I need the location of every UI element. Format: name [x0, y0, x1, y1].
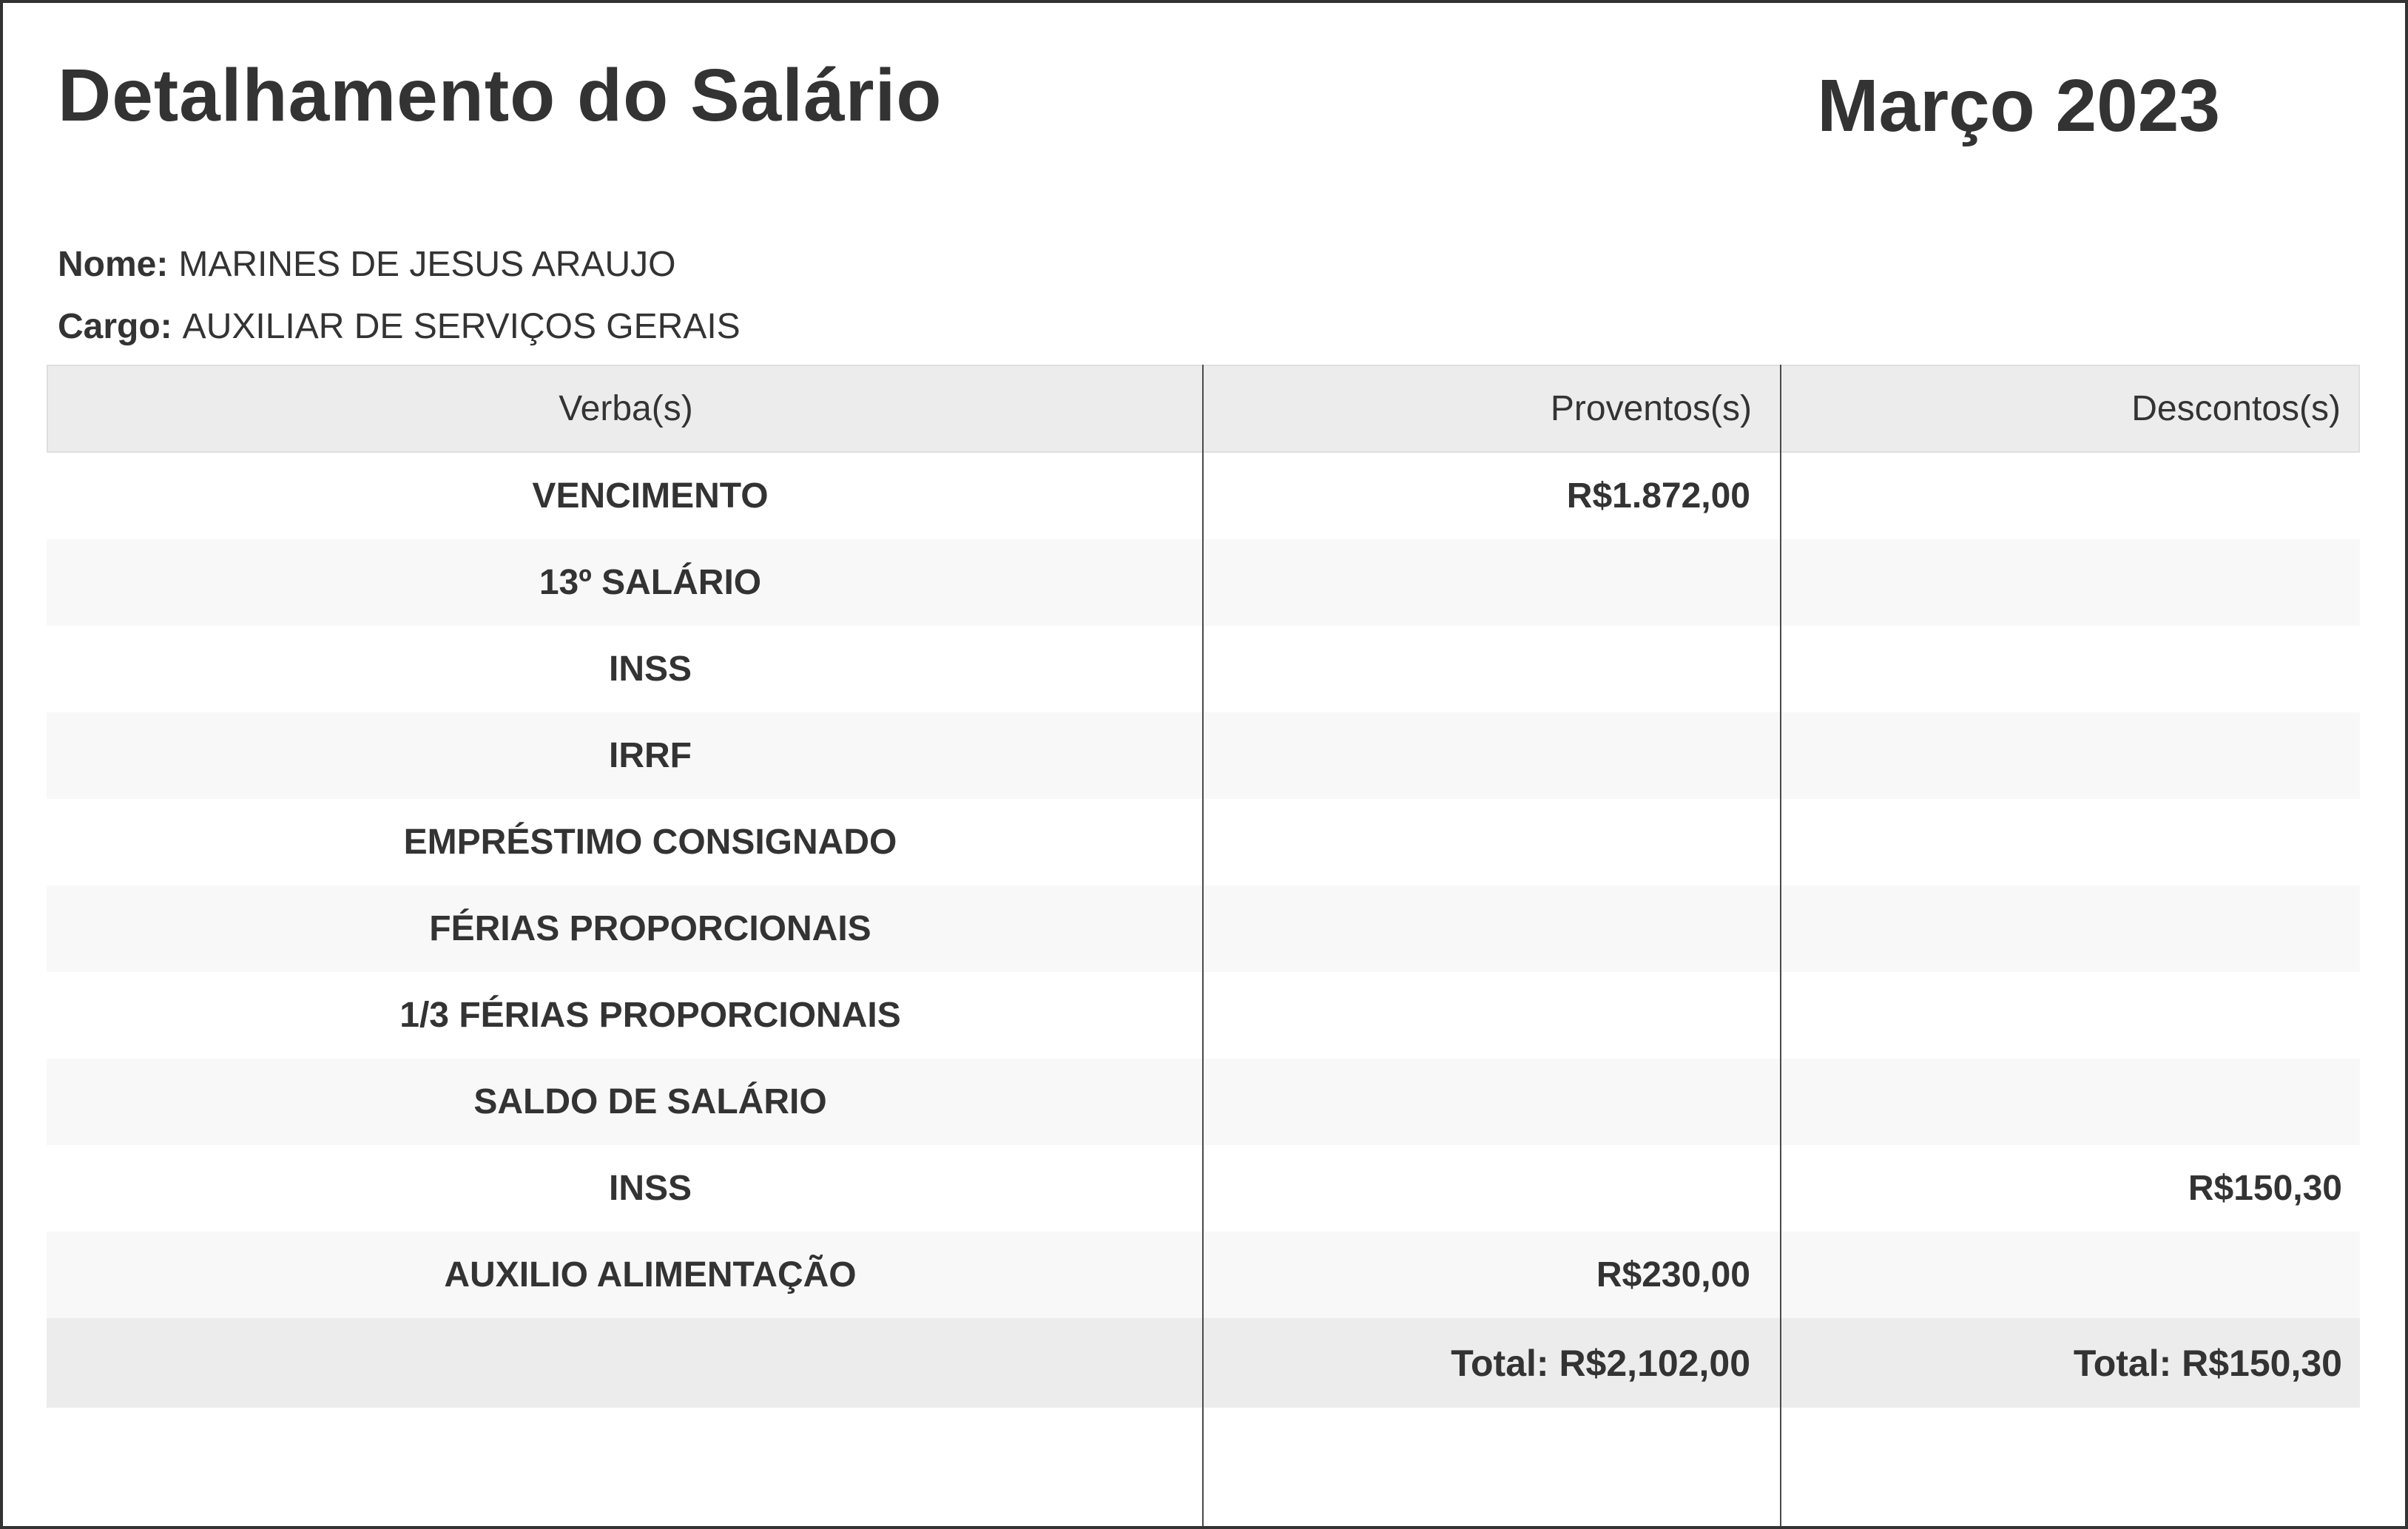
employee-role: AUXILIAR DE SERVIÇOS GERAIS: [182, 307, 741, 346]
verba-cell: INSS: [608, 1169, 692, 1208]
descontos-cell: [1780, 1232, 2360, 1318]
descontos-cell: R$150,30: [2188, 1169, 2342, 1208]
table-row: 1/3 FÉRIAS PROPORCIONAIS: [47, 972, 2360, 1059]
role-label: Cargo:: [58, 307, 172, 346]
verba-cell: INSS: [608, 649, 692, 689]
verba-cell: SALDO DE SALÁRIO: [473, 1082, 827, 1121]
header-proventos: Proventos(s): [1550, 389, 1752, 428]
employee-info: Nome: MARINES DE JESUS ARAUJO Cargo: AUXIL…: [58, 244, 741, 368]
verba-cell: 13º SALÁRIO: [539, 563, 762, 602]
period-label: Março 2023: [1817, 64, 2220, 147]
descontos-cell: [1780, 539, 2360, 626]
salary-table: Verba(s) Proventos(s) Descontos(s) VENCI…: [47, 365, 2360, 1526]
employee-name-line: Nome: MARINES DE JESUS ARAUJO: [58, 244, 741, 286]
employee-role-line: Cargo: AUXILIAR DE SERVIÇOS GERAIS: [58, 306, 741, 348]
verba-cell: FÉRIAS PROPORCIONAIS: [429, 909, 871, 948]
verba-cell: 1/3 FÉRIAS PROPORCIONAIS: [399, 996, 901, 1035]
proventos-cell: [1202, 1145, 1780, 1232]
column-divider: [1202, 365, 1204, 1526]
verba-cell: IRRF: [609, 736, 692, 775]
header-descontos: Descontos(s): [2131, 389, 2341, 428]
table-row: EMPRÉSTIMO CONSIGNADO: [47, 799, 2360, 885]
column-divider: [1780, 365, 1781, 1526]
employee-name: MARINES DE JESUS ARAUJO: [178, 245, 676, 284]
proventos-cell: [1202, 539, 1780, 626]
proventos-cell: [1202, 1059, 1780, 1145]
total-verba-cell: [47, 1318, 1202, 1408]
total-descontos-cell: Total: R$150,30: [2073, 1342, 2342, 1384]
name-label: Nome:: [58, 245, 169, 284]
table-row: VENCIMENTO R$1.872,00: [47, 453, 2360, 539]
page-title: Detalhamento do Salário: [58, 54, 942, 137]
verba-cell: AUXILIO ALIMENTAÇÃO: [444, 1255, 857, 1295]
verba-cell: VENCIMENTO: [532, 476, 769, 516]
total-proventos-cell: Total: R$2,102,00: [1451, 1342, 1750, 1384]
table-row: INSS: [47, 626, 2360, 712]
proventos-cell: R$1.872,00: [1566, 476, 1750, 516]
proventos-cell: [1202, 626, 1780, 712]
proventos-cell: [1202, 972, 1780, 1059]
proventos-cell: [1202, 712, 1780, 799]
descontos-cell: [1780, 885, 2360, 972]
descontos-cell: [1780, 799, 2360, 885]
descontos-cell: [1780, 453, 2360, 539]
proventos-cell: R$230,00: [1596, 1255, 1750, 1295]
descontos-cell: [1780, 626, 2360, 712]
proventos-cell: [1202, 885, 1780, 972]
descontos-cell: [1780, 972, 2360, 1059]
proventos-cell: [1202, 799, 1780, 885]
header-verba: Verba(s): [559, 389, 693, 428]
table-row: INSS R$150,30: [47, 1145, 2360, 1232]
verba-cell: EMPRÉSTIMO CONSIGNADO: [403, 823, 897, 862]
descontos-cell: [1780, 1059, 2360, 1145]
descontos-cell: [1780, 712, 2360, 799]
